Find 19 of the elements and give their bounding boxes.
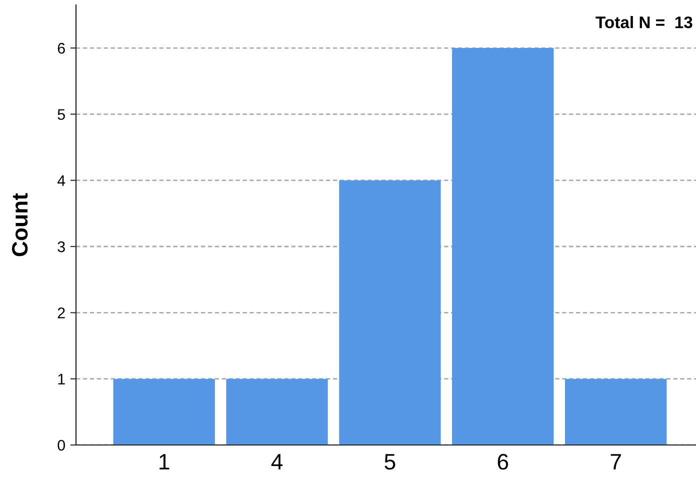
x-tick-label: 5 [384, 454, 396, 470]
y-axis-title: Count [12, 193, 28, 256]
annotation: Total N = 13 [596, 16, 692, 28]
bar [226, 378, 328, 445]
x-tick-label: 7 [610, 454, 621, 470]
y-tick-label: 2 [58, 308, 65, 318]
y-tick-label: 0 [58, 440, 65, 451]
y-tick-label: 4 [57, 175, 66, 186]
bar [113, 378, 215, 445]
y-tick-label: 1 [58, 374, 65, 384]
y-tick-label: 5 [58, 109, 65, 120]
bar [452, 48, 554, 445]
x-tick-label: 1 [160, 454, 170, 470]
y-tick-label: 3 [58, 241, 65, 252]
y-tick-label: 6 [58, 42, 65, 54]
x-tick-label: 6 [498, 454, 508, 470]
bar [339, 180, 441, 445]
x-tick-label: 4 [271, 454, 283, 470]
bar [565, 378, 667, 445]
